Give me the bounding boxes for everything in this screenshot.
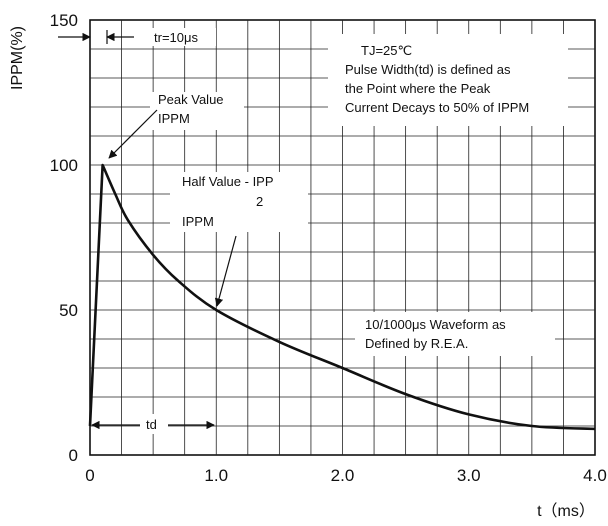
half-label-line-2: IPPM (182, 214, 214, 229)
x-tick-label: 2.0 (331, 466, 355, 485)
waveform-label-line-1: 10/1000μs Waveform as (365, 317, 506, 332)
half-value-arrow (214, 235, 237, 307)
conditions-box (328, 34, 568, 126)
conditions-line-3: the Point where the Peak (345, 81, 491, 96)
peak-label-line-1: Peak Value (158, 92, 224, 107)
peak-label-bg (150, 92, 244, 130)
half-label-subscript: 2 (256, 194, 263, 209)
waveform-label-line-2: Defined by R.E.A. (365, 336, 468, 351)
peak-label-line-2: IPPM (158, 111, 190, 126)
y-tick-label: 0 (69, 446, 78, 465)
x-tick-label: 3.0 (457, 466, 481, 485)
y-tick-label: 50 (59, 301, 78, 320)
y-axis-label: IPPM(%) (9, 26, 26, 90)
td-label: td (146, 417, 157, 432)
td-label-bg (140, 414, 168, 434)
waveform-box (355, 312, 555, 356)
y-tick-label: 100 (50, 156, 78, 175)
conditions-line-2: Pulse Width(td) is defined as (345, 62, 511, 77)
waveform-curve (88, 163, 596, 431)
x-tick-label: 0 (85, 466, 94, 485)
half-label-line-1: Half Value - IPP (182, 174, 274, 189)
half-label-bg (170, 172, 308, 232)
conditions-line-1: TJ=25℃ (361, 43, 412, 58)
rise-time-label-bg (134, 28, 216, 46)
peak-arrow (108, 109, 158, 159)
x-axis-label: t（ms） (537, 502, 595, 520)
y-tick-label: 150 (50, 11, 78, 30)
tick-labels: 0 1.0 2.0 3.0 4.0 0 50 100 150 (50, 11, 607, 485)
rise-time-label: tr=10μs (154, 30, 198, 45)
x-tick-label: 1.0 (204, 466, 228, 485)
conditions-line-4: Current Decays to 50% of IPPM (345, 100, 529, 115)
x-tick-label: 4.0 (583, 466, 607, 485)
